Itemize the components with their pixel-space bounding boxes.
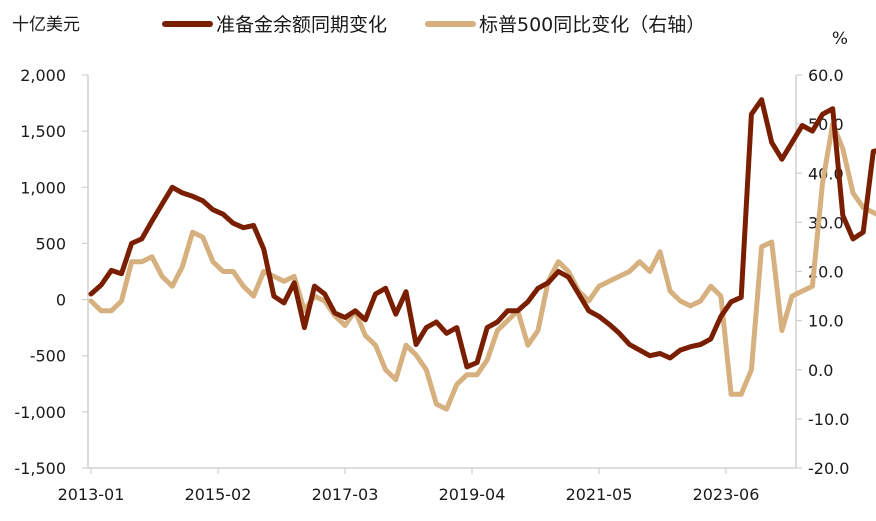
- series-line-reserves: [88, 97, 876, 370]
- series-line-sp500: [88, 121, 876, 412]
- left-tick-label: -1,000: [14, 403, 66, 422]
- x-axis-ticks: 2013-01 2015-02 2017-03 2019-04 2021-05 2023-…: [58, 468, 760, 504]
- x-tick-label: 2019-04: [439, 485, 506, 504]
- legend: 准备金余额同期变化 标普500同比变化（右轴）: [162, 14, 705, 36]
- right-tick-label: 60.0: [808, 66, 844, 85]
- left-axis-unit: 十亿美元: [12, 15, 80, 35]
- left-tick-label: 2,000: [20, 66, 66, 85]
- right-tick-label: -20.0: [808, 459, 849, 478]
- legend-label-reserves: 准备金余额同期变化: [216, 14, 387, 36]
- x-tick-label: 2017-03: [312, 485, 379, 504]
- right-tick-label: 0.0: [808, 361, 833, 380]
- x-tick-label: 2023-06: [693, 485, 760, 504]
- left-tick-label: 500: [35, 234, 66, 253]
- left-axis-ticks: 2,000 1,500 1,000 500 0 -500 -1,000 -1,500: [14, 66, 88, 478]
- right-tick-label: 10.0: [808, 312, 844, 331]
- left-tick-label: 1,000: [20, 178, 66, 197]
- right-axis-unit: %: [832, 29, 848, 49]
- right-tick-label: 20.0: [808, 263, 844, 282]
- left-tick-label: -500: [30, 347, 66, 366]
- left-tick-label: 1,500: [20, 122, 66, 141]
- legend-label-sp500: 标普500同比变化（右轴）: [479, 14, 705, 36]
- right-tick-label: 30.0: [808, 213, 844, 232]
- right-tick-label: -10.0: [808, 410, 849, 429]
- left-tick-label: -1,500: [14, 459, 66, 478]
- left-tick-label: 0: [56, 291, 66, 310]
- series-layer: [88, 97, 876, 412]
- x-tick-label: 2015-02: [185, 485, 252, 504]
- x-tick-label: 2021-05: [566, 485, 633, 504]
- x-tick-label: 2013-01: [58, 485, 125, 504]
